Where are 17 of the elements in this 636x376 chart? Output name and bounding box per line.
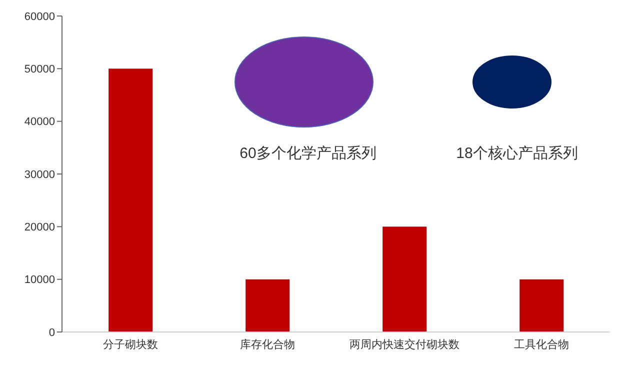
x-tick-label: 分子砌块数: [103, 338, 158, 351]
bar: [382, 226, 427, 332]
bar: [108, 68, 153, 332]
y-tick-label: 50000: [24, 64, 55, 76]
y-tick-label: 30000: [24, 168, 55, 181]
x-tick-label: 工具化合物: [514, 338, 569, 351]
y-tick-label: 10000: [24, 274, 55, 286]
y-tick-label: 60000: [24, 10, 55, 23]
bar: [246, 279, 290, 332]
x-tick-label: 库存化合物: [240, 338, 295, 351]
annotation: 60多个化学产品系列: [240, 145, 376, 162]
y-tick-label: 40000: [24, 116, 55, 128]
annotation: 18个核心产品系列: [456, 145, 578, 162]
bar: [520, 279, 564, 332]
y-tick-label: 0: [48, 326, 55, 339]
y-tick-label: 20000: [24, 222, 55, 234]
x-tick-label: 两周内快速交付砌块数: [350, 338, 460, 351]
